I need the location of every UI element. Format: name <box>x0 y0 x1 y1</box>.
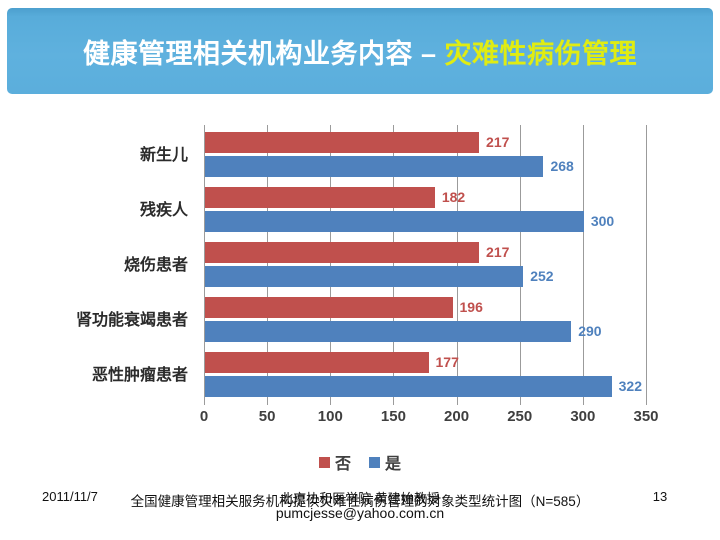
legend-item-是: 是 <box>369 450 401 474</box>
bar-value-label: 290 <box>578 323 602 339</box>
category-label: 新生儿 <box>139 146 188 164</box>
x-axis: 0 50 100 150 200 250 300 350 <box>200 408 659 428</box>
x-tick-label: 250 <box>507 408 533 425</box>
bar-value-label: 252 <box>530 268 554 284</box>
category-label: 肾功能衰竭患者 <box>75 311 188 329</box>
bar-是-0 <box>205 156 544 177</box>
legend-swatch-icon <box>318 456 330 468</box>
slide-header: 健康管理相关机构业务内容 – 灾难性病伤管理 <box>7 8 713 94</box>
footer-date: 2011/11/7 <box>42 489 98 504</box>
gridline <box>267 125 269 405</box>
x-tick-label: 0 <box>199 408 209 425</box>
legend-label: 否 <box>334 456 351 473</box>
bar-value-label: 300 <box>590 213 615 229</box>
slide-title-highlight: 灾难性病伤管理 <box>444 38 638 69</box>
chart-legend: 否是 <box>0 450 720 474</box>
chart-caption: 全国健康管理相关服务机构提供灾难性病伤管理的对象类型统计图（N=585） <box>130 494 590 509</box>
bar-否-0 <box>205 132 480 153</box>
bar-value-label: 322 <box>618 378 642 394</box>
x-tick-label: 100 <box>317 408 343 425</box>
x-tick-label: 200 <box>444 408 470 425</box>
bar-否-4 <box>205 352 429 373</box>
x-tick-label: 350 <box>633 408 659 425</box>
legend-swatch-icon <box>369 456 380 468</box>
bar-是-4 <box>205 376 612 397</box>
bar-value-label: 196 <box>459 299 483 315</box>
gridline <box>393 125 395 405</box>
x-tick-label: 150 <box>380 408 406 425</box>
legend-label: 是 <box>385 456 402 473</box>
slide-title-main: 健康管理相关机构业务内容 – <box>82 38 445 69</box>
bar-否-2 <box>205 242 480 263</box>
gridline <box>456 125 458 405</box>
footer-affiliation: 北京协和医学院 黄建始教授 <box>280 491 440 506</box>
bar-value-label: 217 <box>486 134 510 150</box>
category-label: 恶性肿瘤患者 <box>91 366 188 384</box>
bar-是-2 <box>205 266 524 287</box>
chart-category-labels: 新生儿残疾人烧伤患者肾功能衰竭患者恶性肿瘤患者 <box>0 125 196 400</box>
page-number: 13 <box>652 489 668 504</box>
bar-是-1 <box>205 211 584 232</box>
legend-item-否: 否 <box>318 450 351 474</box>
bar-value-label: 182 <box>441 189 466 205</box>
gridline <box>519 125 521 405</box>
slide-title: 健康管理相关机构业务内容 – 灾难性病伤管理 <box>83 32 637 71</box>
x-tick-label: 50 <box>258 408 276 425</box>
x-tick-label: 300 <box>570 408 596 425</box>
bar-否-3 <box>205 297 453 318</box>
category-label: 烧伤患者 <box>123 256 188 274</box>
footer-email: pumcjesse@yahoo.com.cn <box>275 505 445 521</box>
bar-value-label: 217 <box>486 244 510 260</box>
category-label: 残疾人 <box>139 201 188 219</box>
bar-否-1 <box>205 187 435 208</box>
gridline <box>330 125 332 405</box>
gridline <box>646 125 647 405</box>
gridline <box>582 125 584 405</box>
bar-value-label: 268 <box>550 158 574 174</box>
bar-value-label: 177 <box>435 354 459 370</box>
gridline <box>204 125 205 405</box>
plot-area: 217 268 182 300 217 252 196 290 177 322 <box>204 125 647 405</box>
bar-是-3 <box>205 321 572 342</box>
